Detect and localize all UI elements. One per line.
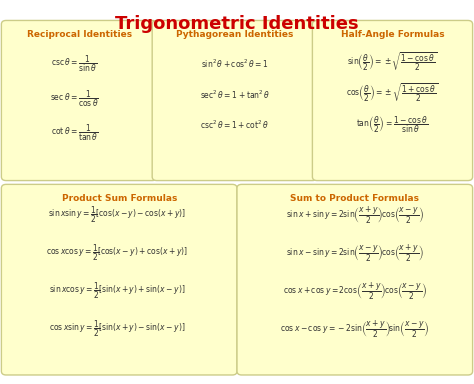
Text: $\cos x - \cos y = -2\sin\!\left(\dfrac{x+y}{2}\right)\!\sin\!\left(\dfrac{x-y}{: $\cos x - \cos y = -2\sin\!\left(\dfrac{… <box>280 319 429 340</box>
FancyBboxPatch shape <box>152 20 317 180</box>
Text: $\csc^2\theta = 1 + \cot^2\theta$: $\csc^2\theta = 1 + \cot^2\theta$ <box>200 119 269 131</box>
Text: Sum to Product Formulas: Sum to Product Formulas <box>290 194 419 203</box>
Text: $\sin x\sin y = \dfrac{1}{2}\!\left[\cos(x-y) - \cos(x+y)\right]$: $\sin x\sin y = \dfrac{1}{2}\!\left[\cos… <box>48 205 186 225</box>
Text: Trigonometric Identities: Trigonometric Identities <box>115 15 359 33</box>
Text: $\csc\theta = \dfrac{1}{\sin\theta}$: $\csc\theta = \dfrac{1}{\sin\theta}$ <box>51 54 98 74</box>
FancyBboxPatch shape <box>312 20 473 180</box>
Text: $\sin x - \sin y = 2\sin\!\left(\dfrac{x-y}{2}\right)\!\cos\!\left(\dfrac{x+y}{2: $\sin x - \sin y = 2\sin\!\left(\dfrac{x… <box>286 242 424 264</box>
FancyBboxPatch shape <box>237 184 473 375</box>
FancyBboxPatch shape <box>1 184 237 375</box>
Text: $\cos\!\left(\dfrac{\theta}{2}\right) = \pm\sqrt{\dfrac{1+\cos\theta}{2}}$: $\cos\!\left(\dfrac{\theta}{2}\right) = … <box>346 81 438 104</box>
Text: $\sin x\cos y = \dfrac{1}{2}\!\left[\sin(x+y) + \sin(x-y)\right]$: $\sin x\cos y = \dfrac{1}{2}\!\left[\sin… <box>49 281 185 301</box>
Text: Pythagorean Identities: Pythagorean Identities <box>176 30 293 39</box>
Text: Reciprocal Identities: Reciprocal Identities <box>27 30 132 39</box>
Text: $\sin^2\theta + \cos^2\theta = 1$: $\sin^2\theta + \cos^2\theta = 1$ <box>201 58 269 71</box>
FancyBboxPatch shape <box>1 20 157 180</box>
Text: Half-Angle Formulas: Half-Angle Formulas <box>341 30 444 39</box>
Text: $\sec^2\theta = 1 + \tan^2\theta$: $\sec^2\theta = 1 + \tan^2\theta$ <box>200 89 270 101</box>
Text: $\sin x + \sin y = 2\sin\!\left(\dfrac{x+y}{2}\right)\!\cos\!\left(\dfrac{x-y}{2: $\sin x + \sin y = 2\sin\!\left(\dfrac{x… <box>286 204 424 225</box>
Text: $\tan\!\left(\dfrac{\theta}{2}\right) = \dfrac{1-\cos\theta}{\sin\theta}$: $\tan\!\left(\dfrac{\theta}{2}\right) = … <box>356 115 428 136</box>
Text: $\cos x\cos y = \dfrac{1}{2}\!\left[\cos(x-y) + \cos(x+y)\right]$: $\cos x\cos y = \dfrac{1}{2}\!\left[\cos… <box>46 243 188 263</box>
Text: $\cot\theta = \dfrac{1}{\tan\theta}$: $\cot\theta = \dfrac{1}{\tan\theta}$ <box>51 123 98 143</box>
Text: $\cos x\sin y = \dfrac{1}{2}\!\left[\sin(x+y) - \sin(x-y)\right]$: $\cos x\sin y = \dfrac{1}{2}\!\left[\sin… <box>49 319 185 339</box>
Text: $\cos x + \cos y = 2\cos\!\left(\dfrac{x+y}{2}\right)\!\cos\!\left(\dfrac{x-y}{2: $\cos x + \cos y = 2\cos\!\left(\dfrac{x… <box>283 280 427 302</box>
Text: Product Sum Formulas: Product Sum Formulas <box>62 194 177 203</box>
Text: $\sec\theta = \dfrac{1}{\cos\theta}$: $\sec\theta = \dfrac{1}{\cos\theta}$ <box>50 88 99 109</box>
Text: $\sin\!\left(\dfrac{\theta}{2}\right) = \pm\sqrt{\dfrac{1-\cos\theta}{2}}$: $\sin\!\left(\dfrac{\theta}{2}\right) = … <box>347 51 438 74</box>
